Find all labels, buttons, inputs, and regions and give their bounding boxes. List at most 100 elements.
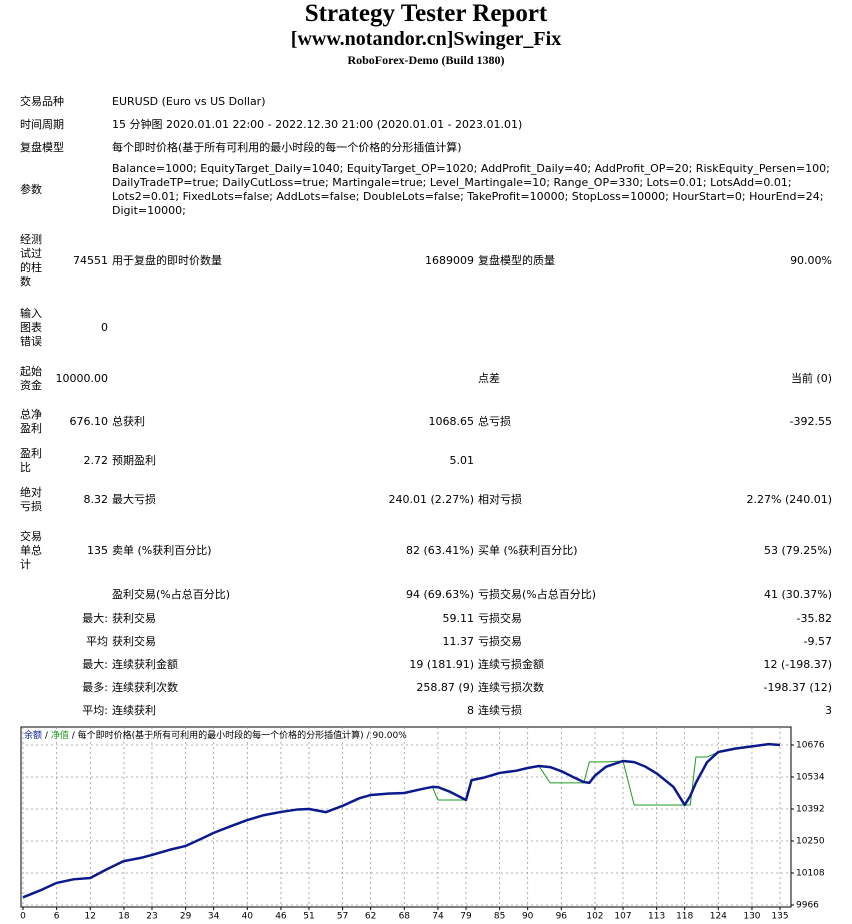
model-note: 每个即时价格(基于所有可利用的最小时段的每一个价格的分形插值计算) (78, 729, 364, 741)
x-tick-label: 51 (303, 912, 314, 922)
stat-value: 平均 (86, 634, 108, 648)
x-tick-label: 62 (365, 912, 376, 922)
stat-value: 94 (69.63%) (405, 588, 474, 601)
info-label: 复盘模型 (20, 140, 64, 154)
stat-label: 总净盈利 (20, 408, 42, 435)
stat-label: 总亏损 (478, 415, 511, 428)
stat-value: -35.82 (796, 611, 833, 625)
info-label: 参数 (20, 183, 42, 196)
stat-label: 复盘模型的质量 (478, 254, 555, 267)
stat-value: 10000.00 (55, 371, 109, 385)
x-tick-label: 74 (432, 912, 444, 922)
stat-label (18, 607, 50, 630)
x-tick-label: 46 (275, 912, 287, 922)
stat-value: 240.01 (2.27%) (388, 493, 474, 506)
stat-row: 起始资金 10000.00 点差 当前 (0) (18, 354, 834, 403)
x-tick-label: 34 (208, 912, 220, 922)
stat-label (18, 676, 50, 699)
x-tick-label: 18 (118, 912, 130, 922)
stat-value: 最多: (82, 680, 108, 694)
stat-label (110, 301, 320, 354)
stat-label (476, 301, 658, 354)
stat-value: 11.37 (442, 634, 475, 648)
stat-row: 最多: 连续获利次数 258.87 (9) 连续亏损次数 -198.37 (12) (18, 676, 834, 699)
x-tick-label: 90 (522, 912, 534, 922)
stat-row: 绝对亏损 8.32 最大亏损 240.01 (2.27%) 相对亏损 2.27% (240… (18, 481, 834, 519)
server-name: RoboForex-Demo (Build 1380) (347, 53, 505, 67)
legend: 余额 / 净值 / 每个即时价格(基于所有可利用的最小时段的每一个价格的分形插值… (24, 729, 410, 741)
x-tick-label: 113 (648, 912, 665, 922)
stat-value: -198.37 (12) (763, 680, 833, 694)
report-title: Strategy Tester Report (304, 0, 548, 27)
stat-value: 41 (30.37%) (763, 588, 833, 601)
stat-value: 12 (-198.37) (763, 657, 833, 671)
stat-value: 258.87 (9) (416, 680, 474, 694)
stat-label: 相对亏损 (478, 493, 522, 506)
info-line: DailyTradeTP=true; DailyCutLoss=true; Ma… (112, 176, 792, 189)
stat-label: 连续获利金额 (112, 657, 178, 671)
separator: / (45, 731, 49, 741)
stat-value: 2.27% (240.01) (746, 493, 833, 506)
stat-value (320, 301, 476, 354)
stat-value (658, 301, 834, 354)
stat-label: 点差 (478, 371, 500, 385)
stat-row: 最大: 连续获利金额 19 (181.91) 连续亏损金额 12 (-198.37) (18, 653, 834, 676)
separator: / (367, 731, 371, 741)
x-tick-label: 29 (180, 912, 192, 922)
info-row: 参数 Balance=1000; EquityTarget_Daily=1040;… (18, 159, 834, 221)
stat-row: 盈利比 2.72 预期盈利 5.01 (18, 441, 834, 481)
stat-label: 交易单总计 (20, 530, 42, 571)
stat-value: 0 (101, 320, 108, 334)
info-row: 复盘模型 每个即时价格(基于所有可利用的最小时段的每一个价格的分形插值计算) (18, 136, 834, 159)
stat-value: 当前 (0) (790, 371, 833, 385)
stat-label (110, 354, 320, 403)
x-tick-label: 102 (586, 912, 603, 922)
stat-label (18, 630, 50, 653)
x-tick-label: 85 (494, 912, 505, 922)
x-tick-label: 40 (242, 912, 254, 922)
info-line: 15 分钟图 2020.01.01 22:00 - 2022.12.30 21:… (112, 117, 523, 131)
info-value: 每个即时价格(基于所有可利用的最小时段的每一个价格的分形插值计算) (110, 136, 834, 159)
stat-value: 最大: (82, 611, 108, 625)
stat-label: 总获利 (112, 415, 145, 428)
stat-value: 1068.65 (428, 415, 475, 428)
stat-label (18, 699, 50, 722)
stat-value: 平均: (82, 703, 108, 717)
separator: / (72, 731, 76, 741)
x-tick-label: 118 (676, 912, 693, 922)
stat-label: 最大亏损 (112, 493, 156, 506)
x-tick-label: 23 (146, 912, 157, 922)
stat-label: 获利交易 (112, 634, 156, 648)
stat-label: 卖单 (%获利百分比) (112, 544, 212, 557)
stat-value (50, 583, 110, 607)
stat-row: 交易单总计 135 卖单 (%获利百分比) 82 (63.41%) 买单 (%获利百分比… (18, 519, 834, 583)
stat-row: 平均: 连续获利 8 连续亏损 3 (18, 699, 834, 722)
info-line: EURUSD (Euro vs US Dollar) (112, 94, 266, 108)
stat-label: 盈利交易(%占总百分比) (112, 588, 231, 601)
stat-label: 亏损交易(%占总百分比) (478, 588, 597, 601)
info-line: Balance=1000; EquityTarget_Daily=1040; E… (112, 162, 830, 175)
stat-value: 1689009 (425, 254, 474, 267)
info-line: Digit=10000; (112, 204, 186, 217)
series-line (22, 742, 781, 899)
chart: 9966 10108 10250 10392 10534 10676 0 6 12 18 23 29 3… (20, 726, 825, 922)
stat-label: 连续亏损次数 (478, 680, 544, 694)
legend-entry: 净值 (51, 729, 69, 741)
stat-value: 59.11 (442, 611, 475, 625)
x-tick-label: 68 (399, 912, 411, 922)
y-tick-label: 9966 (796, 901, 819, 911)
x-tick-label: 12 (85, 912, 96, 922)
stat-label: 预期盈利 (112, 454, 156, 467)
stat-value: 53 (79.25%) (763, 544, 833, 557)
info-label: 时间周期 (20, 117, 64, 131)
model-quality: 90.00% (372, 731, 407, 741)
info-value: 15 分钟图 2020.01.01 22:00 - 2022.12.30 21:… (110, 113, 834, 136)
stat-value (658, 441, 834, 481)
stat-value: 74551 (73, 254, 108, 267)
stat-row: 经测试过的柱数 74551 用于复盘的即时价数量 1689009 复盘模型的质量 90.0… (18, 221, 834, 301)
stat-value: 82 (63.41%) (405, 544, 474, 557)
stat-row: 盈利交易(%占总百分比) 94 (69.63%) 亏损交易(%占总百分比) 41 (3… (18, 583, 834, 607)
info-row: 交易品种 EURUSD (Euro vs US Dollar) (18, 90, 834, 113)
stat-label (18, 653, 50, 676)
